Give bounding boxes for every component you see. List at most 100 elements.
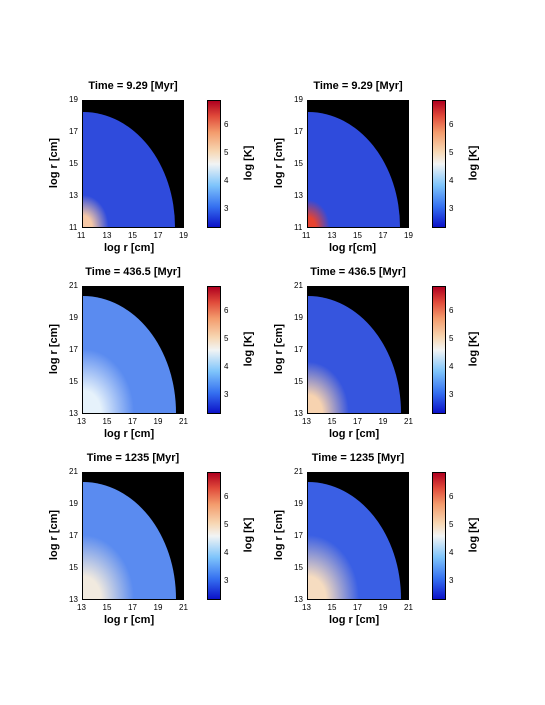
y-tick-label: 17 [69, 127, 78, 136]
colorbar-tick-label: 3 [224, 575, 229, 585]
y-tick-label: 19 [69, 313, 78, 322]
y-tick-label: 13 [69, 595, 78, 604]
x-tick-label: 13 [327, 231, 337, 240]
y-tick-label: 17 [69, 531, 78, 540]
x-axis-label: log r[cm] [329, 242, 377, 254]
colorbar-tick-label: 5 [224, 333, 229, 343]
colorbar [207, 472, 221, 600]
x-tick-label: 11 [302, 231, 311, 240]
y-tick-label: 21 [69, 467, 78, 476]
chart-title: Time = 9.29 [Myr] [88, 80, 178, 92]
y-tick-label: 17 [294, 127, 303, 136]
colorbar-tick-label: 5 [449, 147, 454, 157]
chart-title: Time = 436.5 [Myr] [310, 266, 406, 278]
y-tick-label: 19 [69, 499, 78, 508]
temperature-field [83, 296, 177, 413]
colorbar-label: log [K] [242, 331, 255, 367]
colorbar-tick-label: 3 [449, 575, 454, 585]
y-axis-label: log r [cm] [273, 323, 286, 375]
y-tick-label: 19 [69, 95, 78, 104]
y-tick-label: 15 [69, 377, 78, 386]
y-tick-label: 15 [294, 563, 303, 572]
x-tick-label: 13 [77, 603, 86, 612]
colorbar-tick-label: 5 [224, 147, 229, 157]
y-tick-label: 13 [69, 409, 78, 418]
colorbar-label: log [K] [467, 331, 480, 367]
y-axis-label: log r [cm] [48, 137, 61, 189]
x-tick-label: 17 [353, 417, 362, 426]
x-axis-label: log r [cm] [104, 428, 155, 440]
colorbar-tick-label: 6 [449, 306, 454, 316]
x-tick-label: 15 [327, 417, 337, 426]
y-tick-label: 19 [294, 313, 303, 322]
x-tick-label: 13 [302, 417, 311, 426]
heatmap-plot-area [82, 286, 184, 414]
colorbar-tick-label: 4 [224, 361, 229, 371]
colorbar-tick-label: 4 [224, 175, 229, 185]
colorbar-tick-label: 5 [224, 519, 229, 529]
y-tick-label: 15 [294, 377, 303, 386]
x-axis-label: log r [cm] [329, 614, 380, 626]
colorbar-tick-label: 4 [224, 547, 229, 557]
colorbar-tick-label: 5 [449, 333, 454, 343]
x-tick-label: 19 [179, 231, 188, 240]
x-tick-label: 19 [404, 231, 413, 240]
chart-title: Time = 436.5 [Myr] [85, 266, 181, 278]
x-tick-label: 17 [378, 231, 388, 240]
y-tick-label: 19 [294, 95, 303, 104]
colorbar-label: log [K] [242, 145, 255, 181]
x-tick-label: 21 [404, 603, 413, 612]
x-axis-label: log r [cm] [104, 614, 155, 626]
y-tick-label: 21 [294, 467, 303, 476]
colorbar-tick-label: 6 [224, 120, 229, 130]
y-tick-label: 15 [69, 159, 78, 168]
y-tick-label: 21 [294, 281, 303, 290]
colorbar [432, 286, 446, 414]
colorbar [207, 286, 221, 414]
heatmap-plot-area [82, 472, 184, 600]
x-tick-label: 13 [302, 603, 311, 612]
colorbar-tick-label: 3 [224, 389, 229, 399]
y-tick-label: 15 [69, 563, 78, 572]
colorbar-tick-label: 5 [449, 519, 454, 529]
x-tick-label: 11 [77, 231, 86, 240]
y-tick-label: 13 [69, 191, 78, 200]
temperature-field [308, 296, 402, 413]
x-tick-label: 15 [102, 417, 112, 426]
y-tick-label: 17 [294, 531, 303, 540]
x-axis-label: log r [cm] [104, 242, 155, 254]
x-tick-label: 19 [153, 417, 163, 426]
x-axis-label: log r [cm] [329, 428, 380, 440]
temperature-field [83, 482, 177, 599]
x-tick-label: 17 [153, 231, 163, 240]
colorbar-tick-label: 6 [224, 492, 229, 502]
y-tick-label: 11 [294, 223, 303, 232]
colorbar-tick-label: 6 [224, 306, 229, 316]
x-tick-label: 21 [404, 417, 413, 426]
colorbar-tick-label: 6 [449, 120, 454, 130]
x-tick-label: 19 [378, 417, 388, 426]
y-tick-label: 17 [69, 345, 78, 354]
colorbar-tick-label: 3 [224, 203, 229, 213]
y-tick-label: 13 [294, 409, 303, 418]
x-tick-label: 13 [77, 417, 86, 426]
temperature-field [308, 111, 400, 227]
colorbar-tick-label: 4 [449, 175, 454, 185]
x-tick-label: 17 [353, 603, 362, 612]
colorbar [207, 100, 221, 228]
chart-title: Time = 9.29 [Myr] [313, 80, 403, 92]
x-tick-label: 15 [102, 603, 112, 612]
colorbar-tick-label: 6 [449, 492, 454, 502]
temperature-field [308, 482, 402, 599]
y-tick-label: 21 [69, 281, 78, 290]
chart-title: Time = 1235 [Myr] [86, 452, 180, 464]
colorbar-tick-label: 3 [449, 389, 454, 399]
y-axis-label: log r [cm] [273, 137, 286, 189]
colorbar-tick-label: 4 [449, 361, 454, 371]
y-tick-label: 17 [294, 345, 303, 354]
y-axis-label: log r [cm] [48, 509, 61, 561]
y-tick-label: 19 [294, 499, 303, 508]
colorbar-label: log [K] [467, 517, 480, 553]
x-tick-label: 15 [128, 231, 137, 240]
x-tick-label: 17 [128, 417, 137, 426]
